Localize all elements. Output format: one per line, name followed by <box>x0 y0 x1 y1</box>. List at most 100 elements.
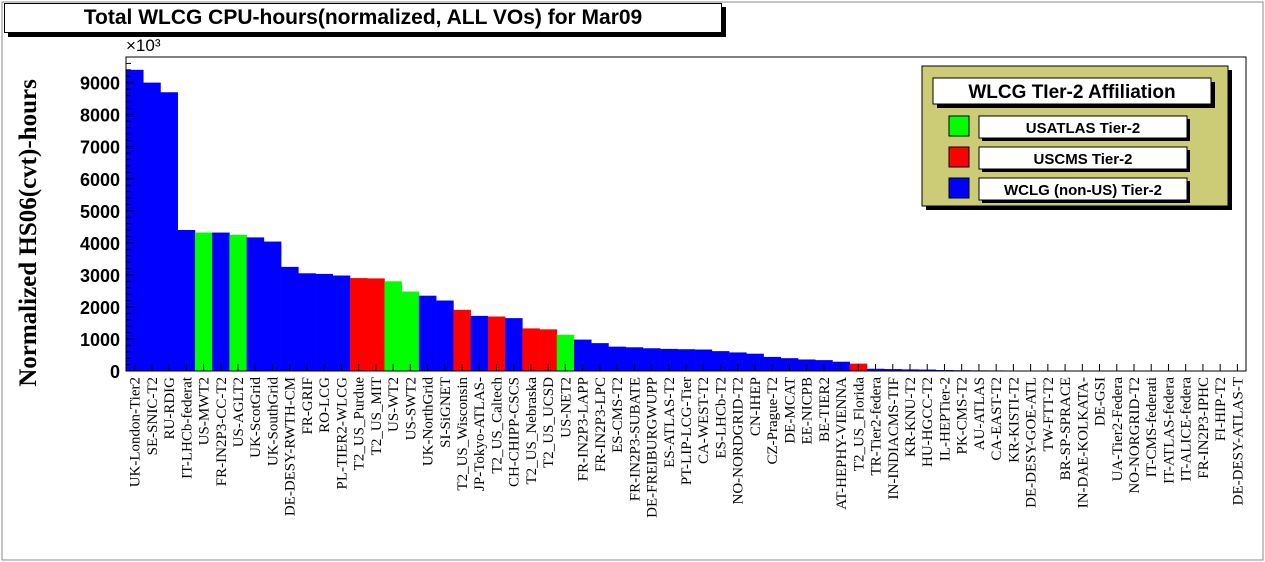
x-tick-label: PT-LIP-LCG-Tier <box>679 377 695 485</box>
legend-label: USATLAS Tier-2 <box>1026 120 1140 137</box>
bar <box>660 348 678 371</box>
x-tick-label: T2_US_Caltech <box>489 377 505 474</box>
x-tick-label: CH-CHIPP-CSCS <box>507 377 523 487</box>
y-tick-label: 3000 <box>80 266 120 286</box>
x-tick-label: T2_US_Florida <box>851 377 867 472</box>
bar <box>625 347 644 371</box>
x-tick-label: T2_US_UCSD <box>541 377 557 468</box>
x-tick-label: UK-ScotGrid <box>248 377 264 458</box>
bar <box>746 353 764 371</box>
x-tick-label: CZ-Prague-T2 <box>765 377 781 464</box>
x-tick-label: NO-NORGRID-T2 <box>1127 377 1143 494</box>
x-tick-label: US-MWT2 <box>197 377 213 445</box>
y-multiplier-label: ×10³ <box>126 36 161 55</box>
y-axis-label: Normalized HS06(cvt)-hours <box>15 79 42 387</box>
bar <box>539 329 558 371</box>
x-tick-label: IT-ALICE-federa <box>1179 377 1195 482</box>
x-tick-label: US-AGLT2 <box>231 377 247 447</box>
legend-title: WLCG TIer-2 Affiliation <box>968 82 1175 103</box>
x-tick-label: T2_US_MIT <box>369 377 385 455</box>
bar <box>126 69 144 371</box>
x-tick-label: UK-London-Tier2 <box>128 377 144 487</box>
x-tick-label: IN-DAE-KOLKATA- <box>1075 377 1091 508</box>
legend-swatch <box>948 177 970 199</box>
x-tick-label: US-NET2 <box>558 377 574 438</box>
bar <box>160 92 178 372</box>
x-tick-label: IN-INDIACMS-TIF <box>886 377 902 500</box>
x-tick-label: HU-HGCC-T2 <box>920 377 936 467</box>
bar <box>677 349 695 371</box>
bar <box>522 328 540 371</box>
x-tick-label: TR-Tier2-federa <box>869 377 885 476</box>
bar <box>401 291 420 371</box>
bar <box>453 309 471 371</box>
legend-label-box <box>978 115 1188 139</box>
legend-swatch <box>948 115 970 137</box>
x-tick-label: FR-IN2P3-CC-T2 <box>214 377 230 486</box>
x-tick-label: FI-HIP-T2 <box>1213 377 1229 441</box>
bar <box>642 348 661 371</box>
y-tick-label: 1000 <box>80 330 120 350</box>
bar <box>694 349 713 371</box>
bar <box>591 343 609 371</box>
x-tick-label: CA-WEST-T2 <box>696 377 712 464</box>
x-tick-label: DE-DESY-RWTH-CM <box>283 377 299 516</box>
y-tick-label: 4000 <box>80 234 120 254</box>
x-tick-label: NO-NORDGRID-T2 <box>731 377 747 505</box>
x-tick-label: KR-KISTI-T2 <box>1006 377 1022 463</box>
x-tick-label: JP-Tokyo-ATLAS- <box>472 377 488 491</box>
x-tick-label: US-SWT2 <box>403 377 419 440</box>
bar <box>608 346 626 371</box>
y-tick-label: 5000 <box>80 202 120 222</box>
bar <box>229 234 247 371</box>
x-tick-label: T2_US_Purdue <box>352 377 368 471</box>
bar <box>143 82 161 371</box>
legend-label: WCLG (non-US) Tier-2 <box>1004 182 1162 199</box>
bar <box>470 315 489 371</box>
y-tick-label: 2000 <box>80 298 120 318</box>
y-tick-label: 7000 <box>80 138 120 158</box>
x-tick-label: KR-KNU-T2 <box>903 377 919 457</box>
legend-swatch <box>948 146 970 168</box>
bar <box>212 232 230 371</box>
bar <box>246 237 265 371</box>
x-tick-label: EE-NICPB <box>800 377 816 445</box>
y-tick-label: 6000 <box>80 170 120 190</box>
x-tick-label: SI-SiGNET <box>438 377 454 448</box>
bar <box>574 339 592 371</box>
bar <box>332 275 351 371</box>
x-tick-label: PK-CMS-T2 <box>955 377 971 455</box>
bar <box>556 334 575 371</box>
x-tick-label: TW-FTT-T2 <box>1041 377 1057 451</box>
x-tick-label: IL-HEPTier-2 <box>937 377 953 461</box>
bar <box>711 351 730 371</box>
bar <box>177 230 196 371</box>
x-tick-label: DE-GSI <box>1093 377 1109 426</box>
x-tick-label: CN-IHEP <box>748 377 764 436</box>
bar <box>436 300 454 371</box>
legend-label-box <box>978 177 1188 201</box>
x-tick-label: RU-RDIG <box>162 377 178 440</box>
bar <box>729 352 747 371</box>
bar <box>263 241 282 371</box>
x-tick-label: IT-LHCb-federat <box>179 376 195 479</box>
x-tick-label: UA-Tier2-Federa <box>1110 377 1126 482</box>
bar <box>350 278 368 371</box>
x-tick-label: CA-EAST-T2 <box>989 377 1005 461</box>
legend-label: USCMS Tier-2 <box>1034 151 1133 168</box>
bar <box>194 232 213 371</box>
bar <box>315 273 334 371</box>
bar <box>298 273 316 371</box>
x-tick-label: BR-SP-SPRACE <box>1058 377 1074 480</box>
bar <box>505 318 523 371</box>
x-tick-label: DE-DESY-GOE-ATL <box>1024 377 1040 508</box>
legend-title-box <box>932 77 1212 105</box>
x-tick-label: PL-TIER2-WLCG <box>334 377 350 490</box>
x-tick-label: UK-NorthGrid <box>421 377 437 467</box>
x-tick-label: UK-SouthGrid <box>265 377 281 467</box>
x-tick-label: FR-IN2P3-LAPP <box>576 377 592 481</box>
x-tick-label: T2_US_Wisconsin <box>455 377 471 491</box>
y-tick-label: 8000 <box>80 106 120 126</box>
